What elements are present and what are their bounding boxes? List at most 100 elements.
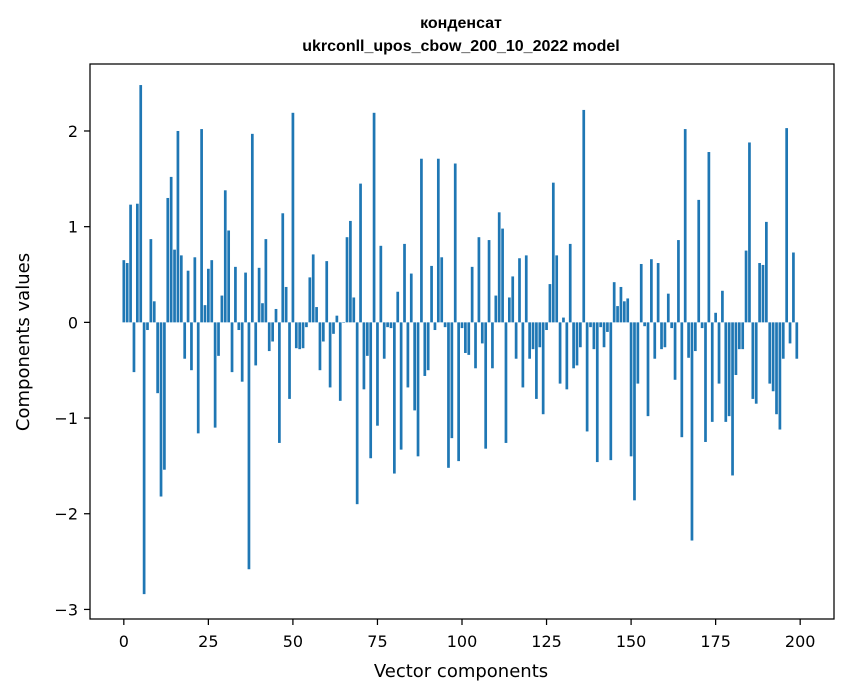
bar-19 xyxy=(186,270,190,323)
bar-73 xyxy=(369,322,373,459)
bar-8 xyxy=(149,239,153,323)
bar-102 xyxy=(467,322,471,355)
bar-154 xyxy=(643,322,646,327)
bar-189 xyxy=(761,264,765,323)
bar-71 xyxy=(362,322,366,390)
bar-95 xyxy=(443,322,447,328)
bar-146 xyxy=(616,306,619,323)
bar-67 xyxy=(349,220,352,323)
bar-108 xyxy=(487,240,491,323)
bar-64 xyxy=(338,322,342,401)
y-tick-label-2: −1 xyxy=(54,409,78,428)
bar-126 xyxy=(548,284,552,323)
bar-11 xyxy=(159,322,163,497)
bar-62 xyxy=(332,322,335,334)
bar-180 xyxy=(731,322,734,476)
bar-170 xyxy=(697,199,701,323)
bar-110 xyxy=(494,295,498,323)
bar-33 xyxy=(234,266,237,323)
bar-138 xyxy=(589,322,592,328)
plot-frame xyxy=(89,63,835,620)
bar-160 xyxy=(663,322,667,348)
bar-111 xyxy=(497,212,501,323)
bar-182 xyxy=(737,322,741,350)
bar-193 xyxy=(775,322,778,415)
bar-57 xyxy=(315,307,318,323)
bar-3 xyxy=(132,322,136,373)
x-tick-label-50: 50 xyxy=(283,632,303,651)
bar-63 xyxy=(335,315,339,323)
bar-123 xyxy=(538,322,542,348)
bar-1 xyxy=(125,263,129,323)
x-tick-label-200: 200 xyxy=(785,632,816,651)
bar-158 xyxy=(656,263,660,323)
bar-84 xyxy=(406,322,410,388)
bar-145 xyxy=(612,282,616,323)
bar-60 xyxy=(325,261,329,323)
bar-10 xyxy=(156,322,159,394)
bar-125 xyxy=(545,322,548,331)
bar-53 xyxy=(301,322,305,349)
bar-49 xyxy=(288,322,291,399)
bar-128 xyxy=(555,255,559,323)
bar-12 xyxy=(163,322,166,470)
bar-87 xyxy=(416,322,420,457)
bar-41 xyxy=(261,303,264,323)
bar-197 xyxy=(788,322,792,344)
bar-194 xyxy=(778,322,782,430)
bar-90 xyxy=(426,322,430,371)
bar-122 xyxy=(535,322,538,399)
bar-149 xyxy=(626,298,630,323)
bar-99 xyxy=(457,322,460,462)
bar-103 xyxy=(470,266,474,323)
bar-114 xyxy=(507,297,511,323)
bar-144 xyxy=(609,322,613,461)
bar-152 xyxy=(636,322,640,384)
bar-135 xyxy=(579,322,582,348)
bar-191 xyxy=(768,322,772,384)
bar-198 xyxy=(792,252,795,323)
bar-7 xyxy=(146,322,149,331)
bar-179 xyxy=(727,322,731,417)
x-tick-label-150: 150 xyxy=(616,632,647,651)
bar-61 xyxy=(328,322,332,388)
bar-172 xyxy=(704,322,707,442)
bar-75 xyxy=(376,322,379,426)
bar-192 xyxy=(771,322,775,392)
bar-199 xyxy=(795,322,799,359)
x-tick-label-125: 125 xyxy=(531,632,562,651)
bar-94 xyxy=(440,257,444,323)
y-axis-label: Components values xyxy=(13,253,34,431)
bar-173 xyxy=(707,152,711,323)
bar-0 xyxy=(122,260,126,323)
bar-174 xyxy=(710,322,714,422)
bar-13 xyxy=(166,197,170,323)
bar-21 xyxy=(193,257,197,323)
bar-190 xyxy=(765,221,768,323)
bar-93 xyxy=(436,158,440,323)
bar-70 xyxy=(359,183,362,323)
bar-147 xyxy=(619,286,623,323)
bar-72 xyxy=(365,322,369,356)
bar-104 xyxy=(474,322,477,369)
bar-175 xyxy=(714,312,717,323)
bar-181 xyxy=(734,322,738,375)
bar-42 xyxy=(264,239,268,323)
bar-25 xyxy=(207,268,210,323)
bar-30 xyxy=(223,190,227,323)
bar-163 xyxy=(673,322,677,380)
bar-22 xyxy=(196,322,200,434)
bar-132 xyxy=(568,243,572,323)
bar-117 xyxy=(518,258,521,323)
bar-101 xyxy=(464,322,467,353)
bar-59 xyxy=(321,322,325,342)
bar-88 xyxy=(420,158,423,323)
bar-89 xyxy=(423,322,427,376)
bar-97 xyxy=(450,322,454,439)
bar-92 xyxy=(433,322,437,331)
bar-196 xyxy=(785,128,789,323)
bar-37 xyxy=(247,322,251,570)
bar-188 xyxy=(758,263,761,323)
bar-184 xyxy=(744,250,748,323)
